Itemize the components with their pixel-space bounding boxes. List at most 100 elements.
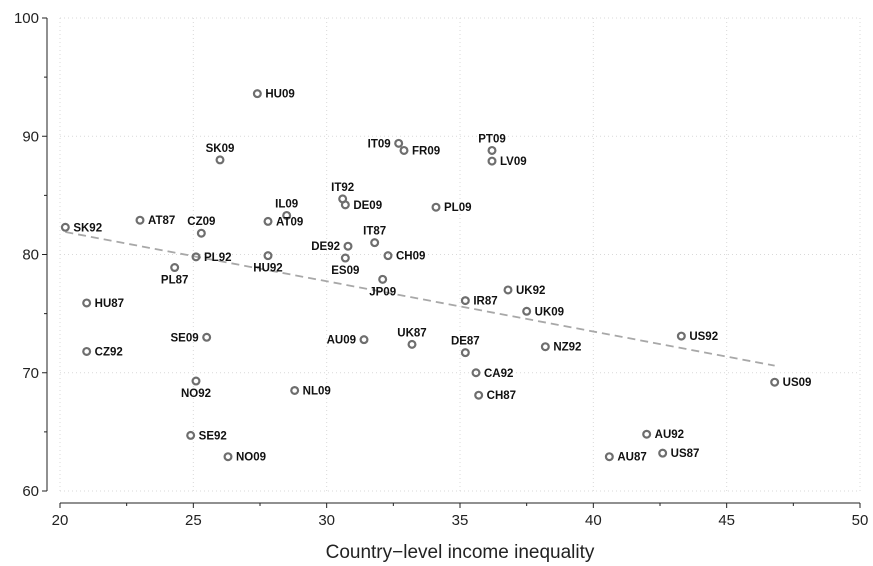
data-point: [170, 263, 180, 273]
point-label: AT87: [148, 215, 175, 227]
point-label: AU09: [327, 335, 356, 347]
y-tick-label: 100: [14, 10, 39, 27]
data-points: HU09 SK09 IT09 FR09 PT09 LV09 IT92 DE09 PL09 IL09…: [60, 89, 812, 464]
data-point: [399, 145, 409, 155]
data-point: [263, 216, 273, 226]
point-label: ES09: [331, 265, 359, 277]
data-point: [191, 376, 201, 386]
point-label: HU87: [95, 298, 124, 310]
x-tick-label: 25: [185, 512, 202, 529]
x-tick-label: 40: [585, 512, 602, 529]
data-point: [487, 145, 497, 155]
grid-lines: [59, 17, 861, 492]
data-point: [370, 238, 380, 248]
data-point: [471, 368, 481, 378]
point-label: PL92: [204, 252, 232, 264]
data-point: [378, 274, 388, 284]
point-label: DE87: [451, 336, 480, 348]
point-label: CZ92: [95, 346, 123, 358]
data-point: [215, 155, 225, 165]
point-label: CH09: [396, 251, 425, 263]
point-label: UK87: [397, 327, 426, 339]
x-tick-label: 50: [852, 512, 869, 529]
point-label: CZ09: [187, 216, 215, 228]
data-point: [460, 348, 470, 358]
data-point: [642, 429, 652, 439]
point-label: UK92: [516, 285, 545, 297]
point-label: IL09: [275, 198, 298, 210]
point-label: NO09: [236, 452, 266, 464]
point-label: NL09: [303, 385, 331, 397]
point-label: CA92: [484, 368, 513, 380]
point-label: JP09: [369, 286, 396, 298]
data-point: [263, 251, 273, 261]
point-label: PT09: [478, 133, 506, 145]
data-point: [540, 342, 550, 352]
point-label: FR09: [412, 145, 440, 157]
data-point: [82, 298, 92, 308]
data-point: [343, 241, 353, 251]
data-point: [282, 210, 292, 220]
point-label: AU87: [617, 452, 646, 464]
fit-line: [65, 231, 775, 367]
data-point: [394, 138, 404, 148]
data-point: [135, 215, 145, 225]
x-tick-label: 45: [718, 512, 735, 529]
data-point: [604, 452, 614, 462]
point-label: IT92: [331, 182, 354, 194]
data-point: [191, 252, 201, 262]
data-point: [252, 89, 262, 99]
point-label: HU92: [253, 263, 282, 275]
data-point: [474, 390, 484, 400]
data-point: [503, 285, 513, 295]
data-point: [676, 331, 686, 341]
point-label: SK09: [206, 143, 235, 155]
data-point: [223, 452, 233, 462]
point-label: US09: [783, 377, 812, 389]
axes: 60 70 80 90 100 20 25 30 35 40 45 50: [14, 10, 868, 529]
x-axis-title: Country−level income inequality: [326, 542, 595, 563]
x-tick-label: 30: [318, 512, 335, 529]
data-point: [196, 228, 206, 238]
point-label: SE09: [171, 332, 199, 344]
point-label: IT87: [363, 226, 386, 238]
point-label: SE92: [199, 430, 227, 442]
point-label: US87: [671, 448, 700, 460]
y-tick-label: 60: [22, 483, 39, 500]
data-point: [359, 335, 369, 345]
point-label: HU09: [265, 89, 294, 101]
point-label: IT09: [368, 138, 391, 150]
point-label: AU92: [655, 429, 684, 441]
data-point: [658, 448, 668, 458]
data-point: [202, 332, 212, 342]
y-tick-label: 90: [22, 128, 39, 145]
data-point: [340, 253, 350, 263]
point-label: NO92: [181, 388, 211, 400]
point-label: US92: [689, 331, 718, 343]
data-point: [407, 339, 417, 349]
point-label: UK09: [535, 306, 564, 318]
x-tick-label: 20: [52, 512, 69, 529]
data-point: [186, 430, 196, 440]
x-tick-label: 35: [452, 512, 469, 529]
point-label: PL09: [444, 202, 472, 214]
y-tick-label: 70: [22, 365, 39, 382]
data-point: [290, 385, 300, 395]
point-label: DE09: [353, 200, 382, 212]
data-point: [431, 202, 441, 212]
data-point: [770, 377, 780, 387]
data-point: [60, 222, 70, 232]
point-label: LV09: [500, 156, 527, 168]
fit-line-group: [65, 231, 775, 367]
point-label: CH87: [487, 390, 516, 402]
point-label: NZ92: [553, 342, 581, 354]
point-label: SK92: [73, 222, 102, 234]
data-point: [383, 251, 393, 261]
data-point: [460, 296, 470, 306]
data-point: [522, 306, 532, 316]
data-point: [487, 156, 497, 166]
point-label: IR87: [473, 296, 497, 308]
point-label: AT09: [276, 216, 303, 228]
point-label: DE92: [311, 241, 340, 253]
